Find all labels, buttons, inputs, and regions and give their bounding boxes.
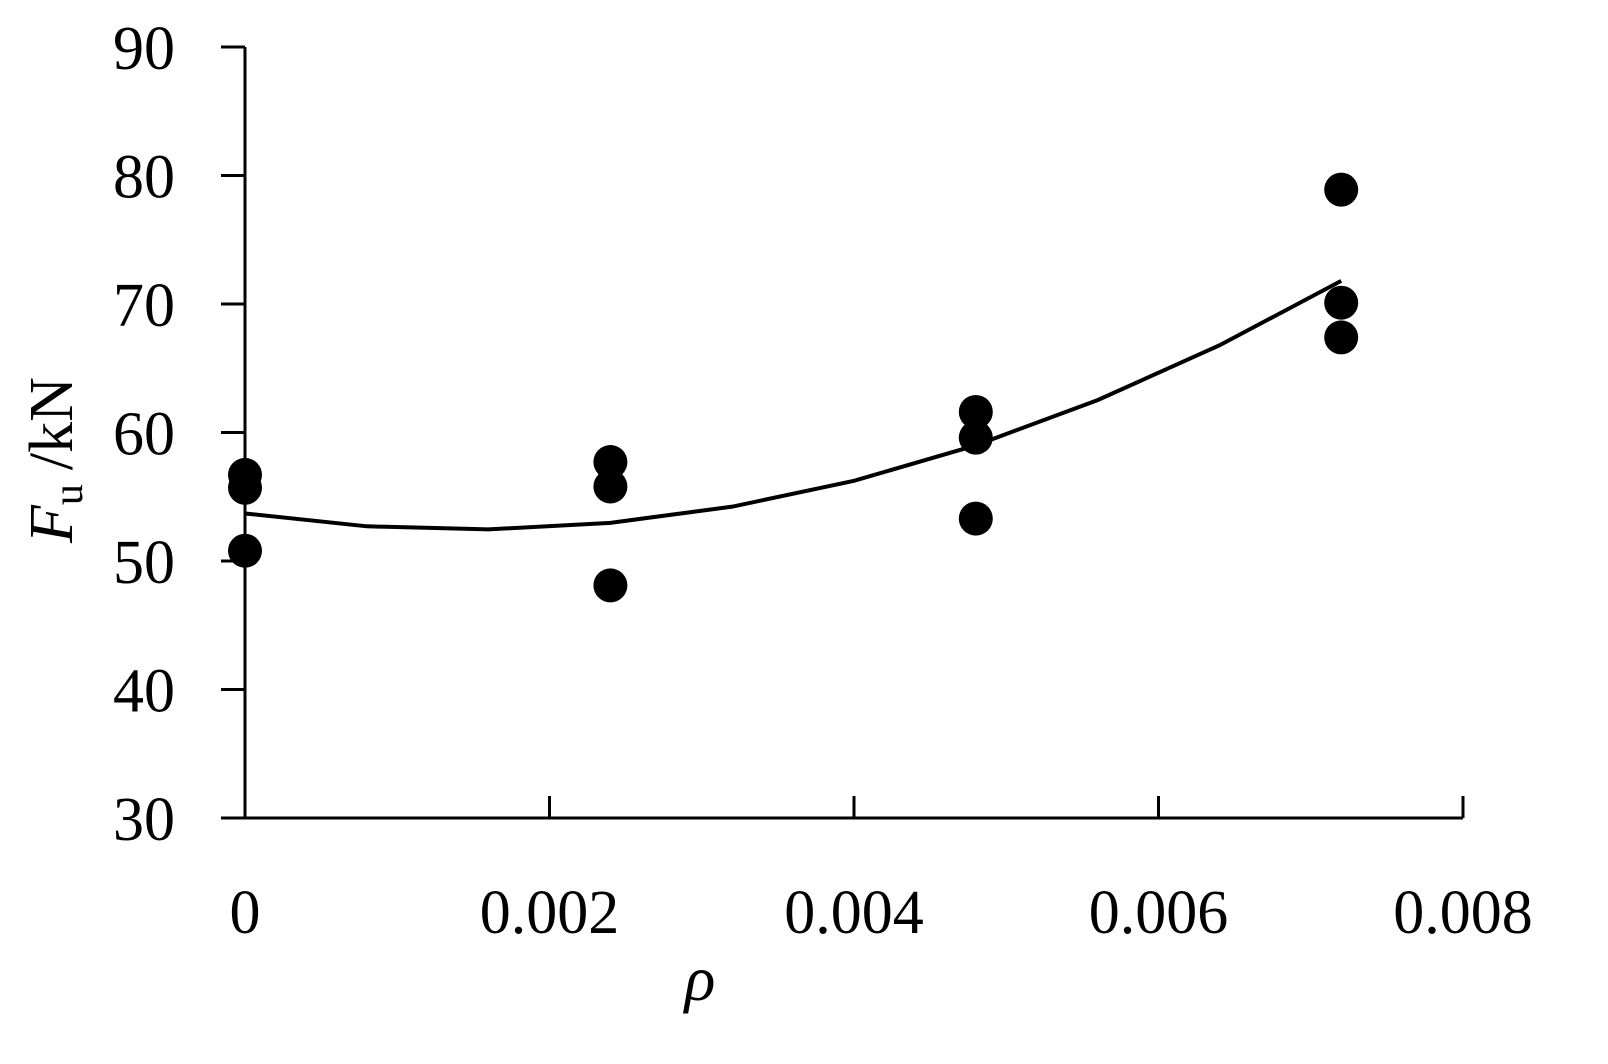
data-point xyxy=(1324,320,1359,355)
y-label-unit: /kN xyxy=(18,377,86,470)
y-label-symbol: F xyxy=(18,504,86,544)
x-tick-label: 0.004 xyxy=(784,879,924,947)
data-point xyxy=(1324,172,1359,207)
x-tick-label: 0.006 xyxy=(1089,879,1229,947)
y-tick-label: 90 xyxy=(113,15,175,83)
data-point xyxy=(593,568,628,603)
x-tick-label: 0.008 xyxy=(1393,879,1533,947)
y-tick-label: 80 xyxy=(113,144,175,212)
data-point xyxy=(958,501,993,536)
x-tick-label: 0.002 xyxy=(480,879,620,947)
y-label-subscript: u xyxy=(46,484,92,505)
y-tick-label: 50 xyxy=(113,529,175,597)
y-axis-label: Fu/kN xyxy=(18,377,92,544)
y-tick-label: 60 xyxy=(113,401,175,469)
y-tick-label: 40 xyxy=(113,658,175,726)
data-point xyxy=(228,470,262,505)
data-point xyxy=(593,469,628,504)
x-tick-label: 0 xyxy=(230,879,261,947)
data-point xyxy=(1324,285,1359,320)
x-axis-label: ρ xyxy=(683,943,716,1014)
data-point xyxy=(228,533,262,568)
data-point xyxy=(958,394,993,429)
fit-curve xyxy=(244,279,1343,532)
y-tick-label: 70 xyxy=(113,272,175,340)
y-tick-label: 30 xyxy=(113,786,175,854)
data-point xyxy=(593,445,628,480)
